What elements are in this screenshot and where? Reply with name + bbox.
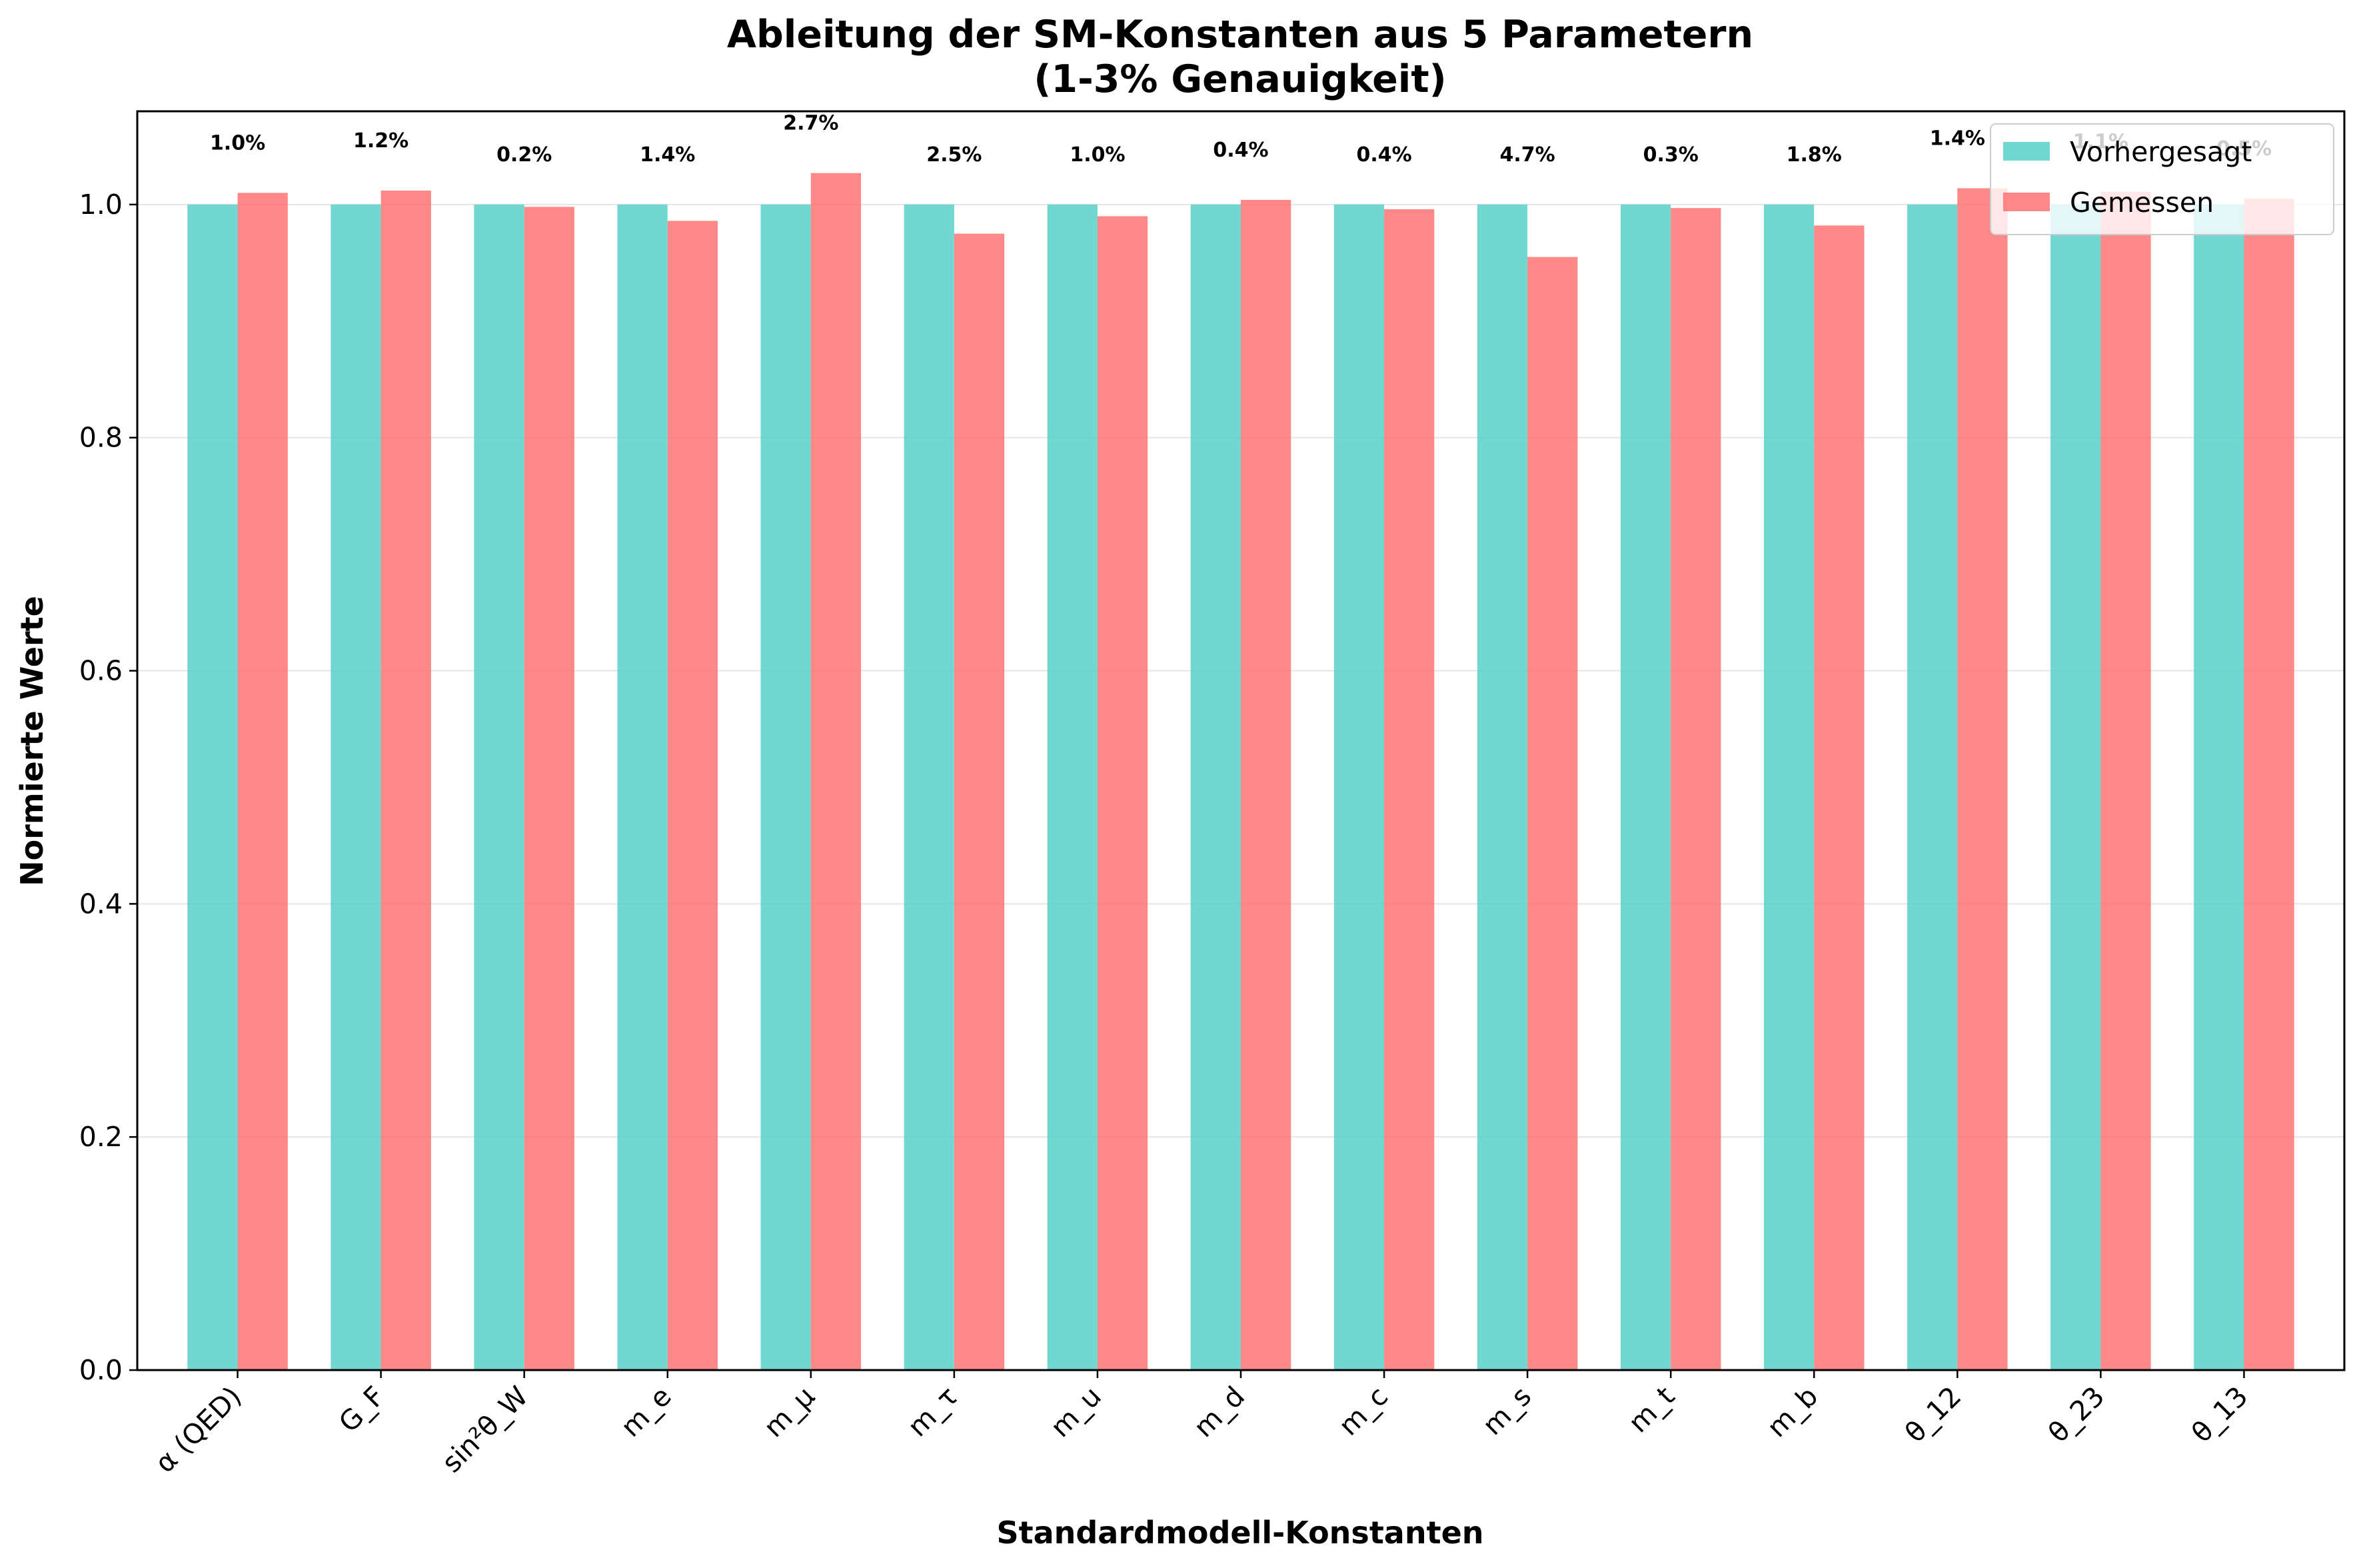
bars-group	[187, 173, 2294, 1371]
x-tick-label: m_μ	[758, 1380, 821, 1443]
error-annotations: 1.0% 1.2% 0.2% 1.4% 2.7% 2.5% 1.0% 0.4% 0.4% 4.7%…	[210, 112, 2272, 167]
chart-title: Ableitung der SM-Konstanten aus 5 Parame…	[727, 13, 1753, 57]
x-tick-label: m_e	[614, 1380, 678, 1443]
legend-box	[1990, 123, 2334, 235]
y-tick-label: 0.8	[79, 422, 123, 454]
error-label: 0.4%	[1356, 143, 1411, 167]
error-label: 1.0%	[210, 131, 265, 155]
bar-gemessen	[1097, 216, 1148, 1371]
bar-vorhergesagt	[1190, 204, 1241, 1371]
bar-gemessen	[2244, 199, 2294, 1370]
x-axis-ticks: α (QED) G_F sin²θ_W m_e m_μ m_τ m_u m_d m_c m_s m_…	[149, 1370, 2254, 1479]
legend-label-vorhergesagt: Vorhergesagt	[2070, 136, 2252, 168]
y-axis-ticks: 0.0 0.2 0.4 0.6 0.8 1.0	[79, 189, 137, 1386]
error-label: 0.3%	[1643, 143, 1699, 167]
bar-vorhergesagt	[1333, 204, 1385, 1371]
bar-vorhergesagt	[474, 204, 524, 1371]
error-label: 4.7%	[1500, 143, 1555, 167]
bar-gemessen	[667, 221, 718, 1370]
legend-swatch-vorhergesagt	[2003, 142, 2050, 161]
bar-gemessen	[1527, 257, 1578, 1370]
bar-gemessen	[1957, 188, 2008, 1370]
bar-gemessen	[2100, 191, 2151, 1371]
x-axis-label: Standardmodell-Konstanten	[996, 1515, 1483, 1551]
bar-vorhergesagt	[331, 204, 381, 1371]
legend: Vorhergesagt Gemessen	[1990, 123, 2334, 235]
x-tick-label: θ_12	[1899, 1380, 1967, 1449]
bar-vorhergesagt	[617, 204, 668, 1371]
bar-vorhergesagt	[1907, 204, 1958, 1371]
bar-vorhergesagt	[1477, 204, 1528, 1371]
y-tick-label: 0.6	[79, 655, 123, 687]
bar-vorhergesagt	[904, 204, 954, 1371]
x-tick-label: m_d	[1187, 1380, 1251, 1443]
error-label: 1.4%	[640, 143, 695, 167]
bar-vorhergesagt	[2194, 204, 2244, 1371]
x-tick-label: m_u	[1044, 1380, 1108, 1443]
bar-gemessen	[810, 173, 862, 1370]
y-tick-label: 0.2	[79, 1121, 123, 1153]
y-axis-label: Normierte Werte	[14, 596, 50, 886]
bar-vorhergesagt	[1047, 204, 1098, 1371]
x-tick-label: α (QED)	[149, 1380, 247, 1479]
error-label: 2.7%	[783, 112, 838, 135]
x-tick-label: θ_23	[2042, 1380, 2110, 1449]
bar-gemessen	[237, 193, 288, 1370]
x-tick-label: m_s	[1476, 1380, 1537, 1441]
chart-subtitle: (1-3% Genauigkeit)	[1034, 57, 1446, 101]
legend-swatch-gemessen	[2003, 193, 2050, 211]
error-label: 1.0%	[1070, 143, 1125, 167]
y-tick-label: 0.4	[79, 888, 123, 920]
bar-vorhergesagt	[2050, 204, 2101, 1371]
bar-vorhergesagt	[187, 204, 238, 1371]
bar-gemessen	[1814, 225, 1865, 1370]
bar-gemessen	[954, 233, 1005, 1370]
error-label: 1.4%	[1930, 127, 1985, 150]
bar-vorhergesagt	[1620, 204, 1671, 1371]
bar-gemessen	[1671, 208, 1721, 1371]
bar-gemessen	[524, 207, 574, 1370]
x-tick-label: sin²θ_W	[436, 1380, 534, 1479]
bar-vorhergesagt	[1763, 204, 1815, 1371]
bar-gemessen	[381, 190, 431, 1371]
error-label: 0.2%	[496, 143, 552, 167]
error-label: 0.4%	[1213, 139, 1268, 162]
bar-vorhergesagt	[760, 204, 811, 1371]
x-tick-label: m_t	[1622, 1380, 1681, 1439]
y-tick-label: 0.0	[79, 1354, 123, 1386]
y-tick-label: 1.0	[79, 189, 123, 221]
x-tick-label: m_b	[1761, 1380, 1824, 1443]
legend-label-gemessen: Gemessen	[2070, 187, 2214, 219]
x-tick-label: m_τ	[902, 1380, 964, 1443]
bar-gemessen	[1241, 199, 1291, 1370]
x-tick-label: θ_13	[2185, 1380, 2254, 1449]
error-label: 2.5%	[926, 143, 982, 167]
x-tick-label: G_F	[333, 1380, 391, 1439]
x-tick-label: m_c	[1333, 1380, 1395, 1442]
error-label: 1.8%	[1787, 143, 1842, 167]
error-label: 1.2%	[353, 129, 408, 153]
bar-gemessen	[1384, 209, 1435, 1370]
